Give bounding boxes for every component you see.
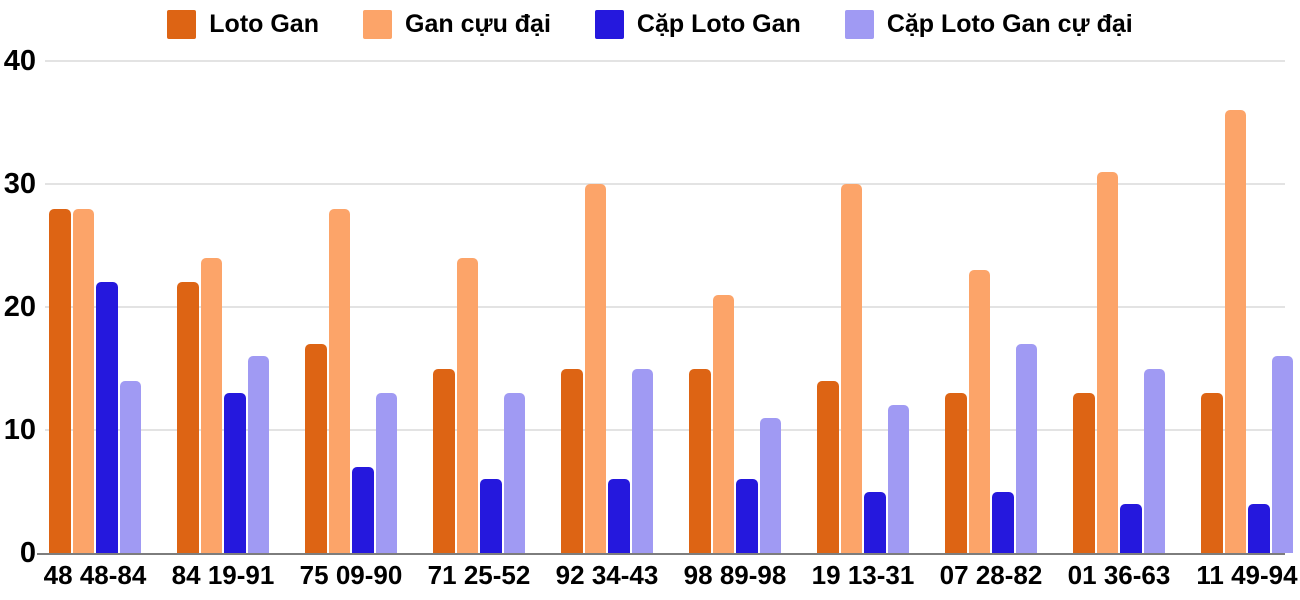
plot-area	[37, 60, 1293, 555]
bar-series2-group8	[968, 270, 990, 553]
bar-group-2	[177, 61, 269, 555]
legend-item-3: Cặp Loto Gan	[594, 9, 801, 39]
x-tick-label-4: 71 25-52	[427, 560, 531, 590]
bar-series4-group9	[1143, 368, 1165, 553]
bar-group-1	[49, 61, 141, 555]
bar-series3-group3	[352, 466, 374, 553]
bar-series1-group4	[433, 368, 455, 553]
x-tick-label-8: 07 28-82	[939, 560, 1043, 590]
legend-swatch-series4	[844, 9, 874, 39]
legend-label-series2: Gan cựu đại	[405, 9, 551, 38]
legend-swatch-series2	[363, 9, 392, 39]
bar-series4-group7	[887, 405, 909, 553]
bar-series3-group9	[1120, 503, 1142, 553]
bar-group-4	[433, 61, 525, 555]
bar-series4-group4	[503, 393, 525, 553]
gridline-20	[45, 306, 1285, 308]
bar-group-8	[945, 61, 1037, 555]
bar-series2-group4	[456, 257, 478, 553]
bar-group-7	[817, 61, 909, 555]
bar-series4-group2	[247, 356, 269, 553]
bar-series3-group5	[608, 479, 630, 553]
chart-legend: Loto Gan Gan cựu đại Cặp Loto Gan Cặp Loto …	[0, 6, 1300, 42]
bar-series1-group3	[305, 343, 327, 553]
bar-series3-group7	[864, 491, 886, 553]
y-tick-label-40: 40	[3, 45, 36, 77]
x-axis-labels: 48 48-84 84 19-91 75 09-90 71 25-52 92 34-43…	[43, 560, 1298, 596]
bar-group-6	[689, 61, 781, 555]
x-tick-label-7: 19 13-31	[811, 560, 915, 590]
bar-series1-group1	[49, 208, 71, 553]
bar-series1-group10	[1201, 393, 1223, 553]
bar-series4-group6	[759, 417, 781, 553]
legend-swatch-series3	[594, 9, 624, 39]
bar-series1-group8	[945, 393, 967, 553]
bar-series1-group2	[177, 282, 199, 553]
x-tick-label-2: 84 19-91	[171, 560, 275, 590]
bar-series3-group8	[992, 491, 1014, 553]
bar-series4-group5	[631, 368, 653, 553]
legend-label-series4: Cặp Loto Gan cự đại	[886, 9, 1133, 38]
legend-item-4: Cặp Loto Gan cự đại	[844, 9, 1133, 39]
bar-series4-group3	[375, 393, 397, 553]
gridline-30	[45, 183, 1285, 185]
legend-swatch-series1	[167, 9, 197, 39]
bar-series2-group5	[584, 184, 606, 553]
bar-series4-group10	[1271, 356, 1293, 553]
bar-group-5	[561, 61, 653, 555]
bar-series1-group7	[817, 380, 839, 553]
bar-series1-group6	[689, 368, 711, 553]
legend-label-series1: Loto Gan	[209, 9, 319, 38]
y-tick-label-0: 0	[19, 537, 36, 569]
x-tick-label-10: 11 49-94	[1196, 560, 1298, 590]
bar-series1-group9	[1073, 393, 1095, 553]
y-axis-labels: 0 10 20 30 40	[0, 0, 36, 600]
bar-series2-group7	[840, 184, 862, 553]
x-tick-label-6: 98 89-98	[683, 560, 787, 590]
bar-series2-group6	[712, 294, 734, 553]
bar-series1-group5	[561, 368, 583, 553]
bar-series3-group2	[224, 393, 246, 553]
gridline-40	[45, 60, 1285, 62]
legend-item-2: Gan cựu đại	[363, 9, 551, 39]
x-tick-label-1: 48 48-84	[43, 560, 147, 590]
bar-group-10	[1201, 61, 1293, 555]
bar-series4-group8	[1015, 343, 1037, 553]
bar-series2-group3	[328, 208, 350, 553]
bar-series3-group10	[1248, 503, 1270, 553]
legend-label-series3: Cặp Loto Gan	[636, 9, 801, 38]
x-tick-label-3: 75 09-90	[299, 560, 403, 590]
bar-series3-group6	[736, 479, 758, 553]
bar-series3-group4	[480, 479, 502, 553]
bar-series2-group1	[72, 208, 94, 553]
bar-series3-group1	[96, 282, 118, 553]
bar-group-3	[305, 61, 397, 555]
bar-series4-group1	[119, 380, 141, 553]
bar-group-9	[1073, 61, 1165, 555]
y-tick-label-30: 30	[3, 168, 36, 200]
bar-series2-group9	[1096, 171, 1118, 553]
gridline-10	[45, 429, 1285, 431]
legend-item-1: Loto Gan	[167, 9, 319, 39]
y-tick-label-20: 20	[3, 291, 36, 323]
bar-series2-group2	[200, 257, 222, 553]
x-axis-line	[37, 553, 1285, 555]
y-tick-label-10: 10	[3, 414, 36, 446]
x-tick-label-9: 01 36-63	[1067, 560, 1171, 590]
bar-series2-group10	[1224, 110, 1246, 553]
x-tick-label-5: 92 34-43	[555, 560, 659, 590]
